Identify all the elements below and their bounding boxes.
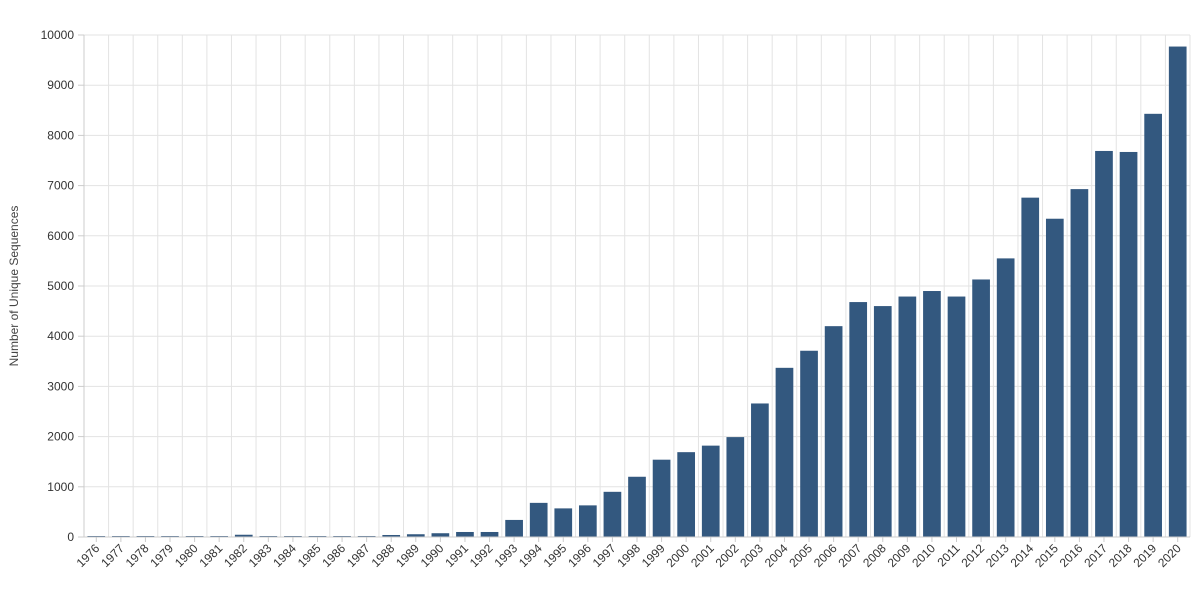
- bar-2009[interactable]: [898, 296, 917, 537]
- x-tick-label: 1985: [295, 541, 324, 570]
- x-tick-label: 1976: [74, 541, 103, 570]
- x-tick-label: 1981: [197, 541, 226, 570]
- x-tick-label: 2008: [860, 541, 889, 570]
- x-tick-label: 1977: [98, 541, 127, 570]
- x-tick-label: 2001: [688, 541, 717, 570]
- y-tick-label: 2000: [47, 430, 74, 444]
- bar-1992[interactable]: [480, 531, 499, 537]
- x-tick-label: 2011: [934, 541, 962, 569]
- bar-1996[interactable]: [578, 505, 597, 537]
- x-tick-label: 2010: [909, 541, 938, 570]
- x-tick-label: 1978: [123, 541, 152, 570]
- bar-1999[interactable]: [652, 459, 671, 537]
- x-tick-label: 1986: [319, 541, 348, 570]
- y-tick-label: 1000: [47, 480, 74, 494]
- y-tick-label: 3000: [47, 379, 74, 393]
- x-tick-label: 2009: [885, 541, 914, 570]
- x-tick-label: 1995: [541, 541, 570, 570]
- x-tick-label: 1979: [147, 541, 176, 570]
- x-tick-label: 2016: [1057, 541, 1086, 570]
- x-tick-label: 2019: [1130, 541, 1159, 570]
- x-tick-label: 2012: [958, 541, 987, 570]
- x-tick-label: 2020: [1155, 541, 1184, 570]
- x-tick-label: 2002: [713, 541, 742, 570]
- bar-2007[interactable]: [849, 302, 868, 537]
- x-tick-label: 2018: [1106, 541, 1135, 570]
- x-tick-label: 1991: [442, 541, 471, 570]
- y-tick-label: 0: [67, 530, 74, 544]
- x-tick-label: 1992: [467, 541, 496, 570]
- x-tick-label: 1983: [246, 541, 275, 570]
- x-tick-label: 1997: [590, 541, 619, 570]
- x-tick-label: 2000: [663, 541, 692, 570]
- x-tick-label: 2017: [1081, 541, 1110, 570]
- x-tick-label: 1998: [614, 541, 643, 570]
- bar-2020[interactable]: [1168, 46, 1187, 538]
- y-tick-label: 6000: [47, 229, 74, 243]
- bar-2014[interactable]: [1021, 197, 1040, 537]
- y-tick-label: 7000: [47, 179, 74, 193]
- bar-2004[interactable]: [775, 367, 794, 537]
- y-tick-label: 9000: [47, 78, 74, 92]
- y-tick-labels: 0 1000 2000 3000 4000 5000 6000 7000 8000 9000 100…: [41, 28, 75, 544]
- y-tick-label: 5000: [47, 279, 74, 293]
- bar-2012[interactable]: [972, 279, 990, 537]
- x-tick-label: 2014: [1008, 541, 1037, 570]
- bar-1993[interactable]: [505, 519, 523, 537]
- bars-layer: [87, 46, 1187, 538]
- x-tick-label: 2004: [762, 541, 791, 570]
- x-tick-label: 2003: [737, 541, 766, 570]
- bar-1997[interactable]: [603, 491, 622, 537]
- bar-2011[interactable]: [947, 296, 966, 537]
- x-tick-label: 2015: [1032, 541, 1061, 570]
- bar-2008[interactable]: [873, 306, 892, 537]
- x-tick-label: 1999: [639, 541, 668, 570]
- bar-2006[interactable]: [824, 326, 843, 537]
- axes-layer: [78, 34, 1190, 542]
- bar-1990[interactable]: [431, 533, 450, 537]
- bar-2013[interactable]: [996, 258, 1015, 537]
- bar-1982[interactable]: [234, 534, 253, 537]
- x-tick-label: 1982: [221, 541, 250, 570]
- bar-2019[interactable]: [1144, 113, 1162, 538]
- y-axis-title: Number of Unique Sequences: [7, 206, 21, 367]
- bar-1991[interactable]: [456, 531, 474, 537]
- x-tick-label: 2007: [836, 541, 865, 570]
- x-tick-label: 1996: [565, 541, 594, 570]
- bar-1995[interactable]: [554, 508, 573, 537]
- bar-1994[interactable]: [529, 502, 548, 537]
- y-tick-label: 10000: [41, 28, 75, 42]
- bar-2001[interactable]: [701, 445, 720, 537]
- bar-2016[interactable]: [1070, 189, 1089, 537]
- bar-1988[interactable]: [382, 534, 401, 537]
- bar-1998[interactable]: [628, 476, 646, 537]
- bar-2000[interactable]: [677, 452, 696, 537]
- x-tick-label: 1989: [393, 541, 422, 570]
- bar-2010[interactable]: [923, 291, 941, 537]
- bar-2015[interactable]: [1045, 218, 1064, 537]
- x-tick-label: 2005: [786, 541, 815, 570]
- bar-1987[interactable]: [357, 535, 376, 537]
- y-tick-label: 8000: [47, 128, 74, 142]
- x-tick-label: 1990: [418, 541, 447, 570]
- x-tick-label: 2006: [811, 541, 840, 570]
- y-tick-label: 4000: [47, 329, 74, 343]
- x-tick-labels: 1976197719781979198019811982198319841985…: [74, 541, 1184, 570]
- x-tick-label: 1987: [344, 541, 373, 570]
- bar-1989[interactable]: [406, 534, 425, 537]
- x-tick-label: 1984: [270, 541, 299, 570]
- x-tick-label: 2013: [983, 541, 1012, 570]
- bar-2018[interactable]: [1119, 151, 1138, 537]
- x-tick-label: 1993: [491, 541, 520, 570]
- x-tick-label: 1988: [369, 541, 398, 570]
- x-tick-label: 1980: [172, 541, 201, 570]
- bar-2017[interactable]: [1095, 150, 1113, 537]
- bar-2002[interactable]: [726, 437, 745, 537]
- bar-2003[interactable]: [751, 403, 769, 537]
- x-tick-label: 1994: [516, 541, 545, 570]
- bar-2005[interactable]: [800, 350, 818, 537]
